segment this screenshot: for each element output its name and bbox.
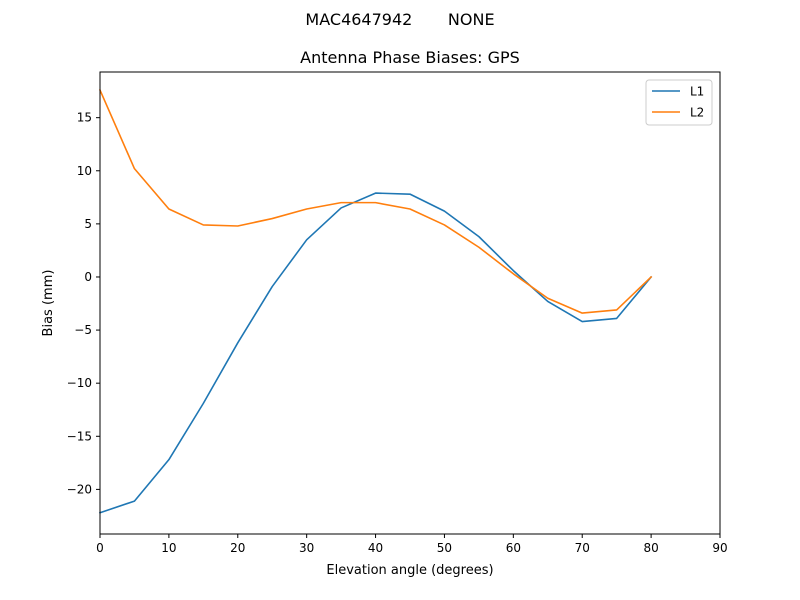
chart-title: Antenna Phase Biases: GPS [300,48,520,67]
plot-frame [99,71,721,535]
x-tick-label: 70 [575,541,590,555]
x-tick-label: 30 [299,541,314,555]
x-tick-label: 0 [96,541,104,555]
y-tick-label: −5 [74,323,92,337]
y-tick-label: −15 [67,429,92,443]
y-tick-label: −10 [67,376,92,390]
y-tick-label: 0 [84,270,92,284]
x-tick-label: 80 [643,541,658,555]
y-axis-label: Bias (mm) [41,270,56,337]
x-tick-label: 60 [506,541,521,555]
legend-label-l2: L2 [690,106,704,120]
series-line-l2 [98,89,653,314]
legend-label-l1: L1 [690,85,704,99]
y-tick-label: 5 [84,217,92,231]
x-tick-label: 20 [230,541,245,555]
y-tick-label: −20 [67,482,92,496]
x-axis-label: Elevation angle (degrees) [326,563,493,578]
y-tick-label: 15 [77,111,92,125]
x-tick-label: 90 [712,541,727,555]
figure-suptitle: MAC4647942 NONE [305,10,495,29]
series-line-l1 [98,192,653,514]
legend: L1 L2 [645,79,713,126]
x-tick-label: 50 [437,541,452,555]
x-tick-label: 10 [161,541,176,555]
y-tick-label: 10 [77,164,92,178]
x-tick-label: 40 [368,541,383,555]
